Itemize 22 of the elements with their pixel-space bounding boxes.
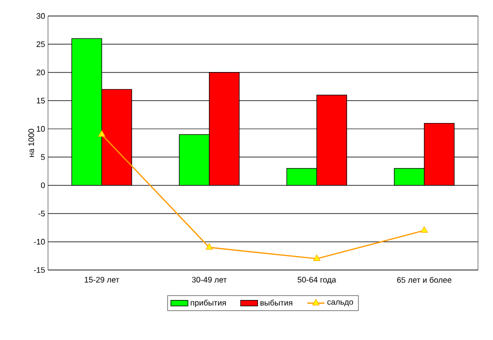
- y-tick-label: 25: [36, 41, 45, 48]
- y-tick-label: 20: [36, 70, 45, 76]
- y-tick-label: -5: [38, 210, 45, 216]
- point: [420, 226, 428, 233]
- point: [313, 254, 320, 261]
- y-axis-title: на 1000: [28, 128, 34, 157]
- x-tick-label: 50-64 года: [298, 276, 336, 284]
- y-tick-label: -10: [34, 238, 45, 245]
- x-tick-label: 15-29 лет: [84, 276, 120, 283]
- legend-label: прибытия: [190, 300, 226, 308]
- x-tick-label: 30-49 лет: [192, 276, 227, 283]
- point: [206, 243, 213, 250]
- legend-label: выбытия: [260, 300, 292, 306]
- y-tick-label: 15: [36, 98, 45, 104]
- point: [98, 130, 106, 137]
- legend-label: сальдо: [327, 300, 354, 306]
- x-tick-label: 65 лет и более: [397, 276, 452, 283]
- y-tick-label: -15: [34, 267, 45, 273]
- y-tick-label: 5: [41, 154, 45, 160]
- y-tick-label: 30: [36, 13, 45, 19]
- y-tick-label: 10: [36, 126, 45, 132]
- y-tick-label: 0: [41, 182, 45, 188]
